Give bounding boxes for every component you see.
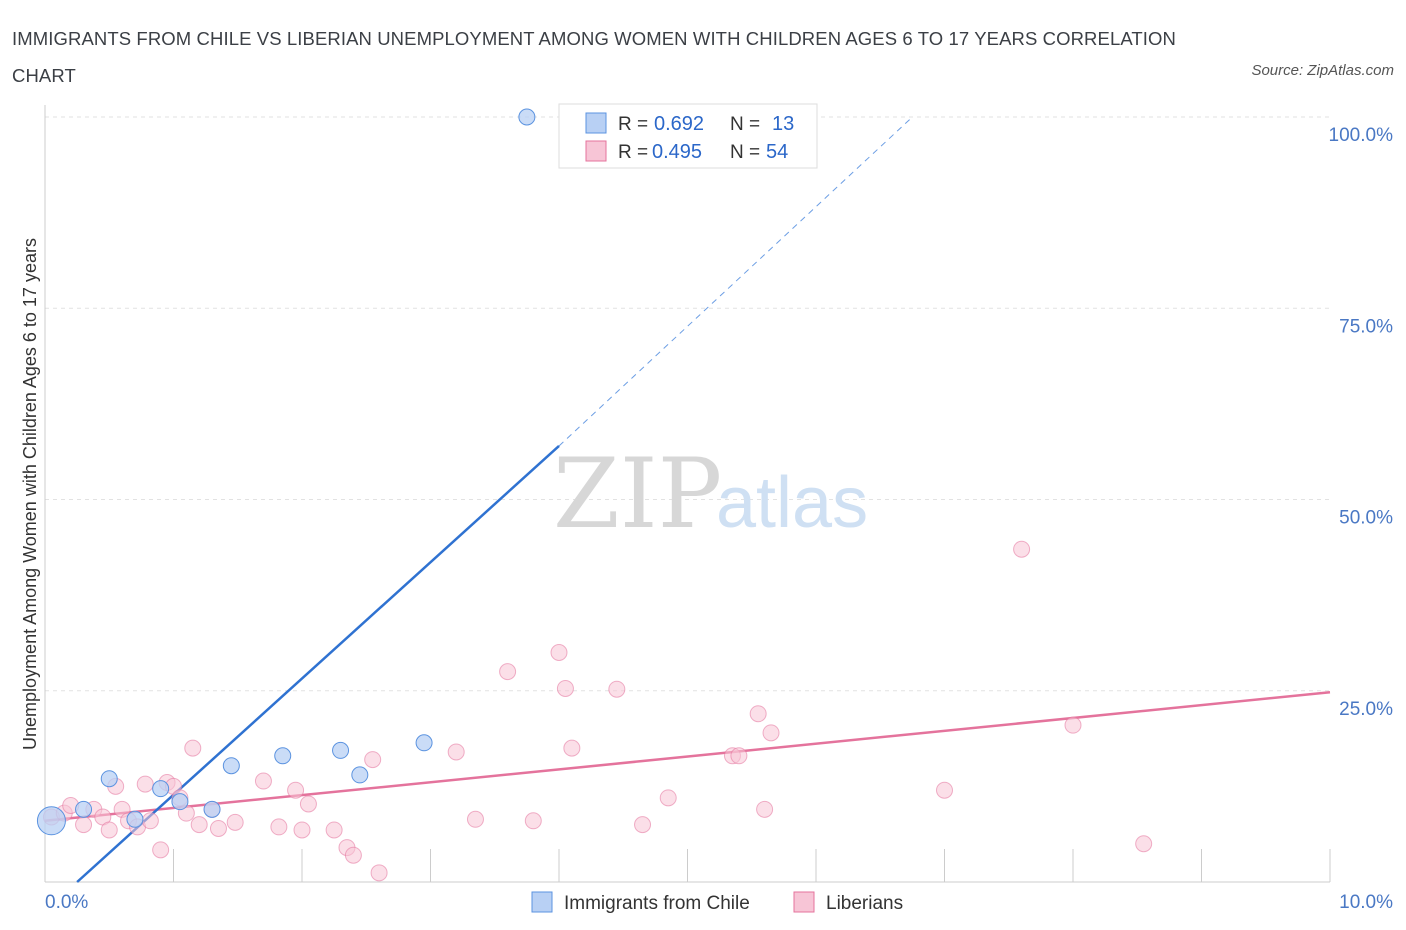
legend-top: R = 0.692 N = 13 R = 0.495 N = 54	[558, 103, 818, 169]
legend-chile-n-label: N =	[730, 114, 760, 135]
liberians-point	[370, 864, 388, 882]
legend-chile-r-label: R =	[618, 114, 648, 135]
chile-point	[332, 741, 350, 759]
chile-trend-line	[76, 445, 560, 883]
chile-point	[415, 734, 433, 752]
chile-point	[518, 108, 536, 126]
chile-point	[203, 800, 221, 818]
liberians-point	[466, 810, 484, 828]
x-tick-label-max: 10.0%	[1339, 892, 1393, 913]
liberians-point	[749, 705, 767, 723]
liberians-point	[254, 772, 272, 790]
chart-title: IMMIGRANTS FROM CHILE VS LIBERIAN UNEMPL…	[12, 28, 1177, 86]
liberians-point	[100, 821, 118, 839]
liberians-point	[1013, 540, 1031, 558]
legend-bottom: Immigrants from Chile Liberians	[531, 891, 903, 914]
grid-lines	[45, 116, 1330, 692]
legend-liberians-r-label: R =	[618, 142, 648, 163]
legend-liberians-n-value: 54	[766, 141, 788, 163]
y-tick-label: 100.0%	[1329, 125, 1394, 146]
legend-liberians-n-label: N =	[730, 142, 760, 163]
trend-lines	[44, 116, 1331, 883]
liberians-point	[136, 775, 154, 793]
liberians-point	[270, 818, 288, 836]
liberians-point	[141, 812, 159, 830]
liberians-point	[344, 846, 362, 864]
chile-point	[75, 800, 93, 818]
liberians-point	[209, 819, 227, 837]
chile-point	[126, 810, 144, 828]
liberians-point	[75, 816, 93, 834]
liberians-point	[293, 821, 311, 839]
liberians-point	[730, 747, 748, 765]
legend-chile-swatch	[585, 112, 607, 134]
liberians-point	[608, 680, 626, 698]
liberians-trend-line	[44, 691, 1331, 823]
watermark: ZIP atlas	[553, 438, 868, 550]
legend-bottom-chile-label: Immigrants from Chile	[564, 893, 750, 914]
y-tick-label: 75.0%	[1339, 316, 1393, 337]
liberians-point	[184, 739, 202, 757]
liberians-point	[563, 739, 581, 757]
legend-bottom-chile-swatch	[531, 891, 553, 913]
liberians-point	[1064, 716, 1082, 734]
legend-liberians-swatch	[585, 140, 607, 162]
liberians-point	[447, 743, 465, 761]
liberians-point	[556, 679, 574, 697]
watermark-zip: ZIP	[553, 438, 722, 550]
liberians-point	[524, 812, 542, 830]
tick-labels: 100.0% 75.0% 50.0% 25.0% 0.0% 10.0%	[45, 125, 1393, 913]
source-credit: Source: ZipAtlas.com	[1251, 62, 1394, 79]
chile-point	[36, 806, 66, 836]
legend-chile-r-value: 0.692	[654, 113, 704, 135]
chile-point	[222, 757, 240, 775]
liberians-point	[190, 816, 208, 834]
chile-point	[351, 766, 369, 784]
chile-point	[100, 770, 118, 788]
liberians-point	[762, 724, 780, 742]
watermark-atlas: atlas	[716, 463, 868, 543]
y-axis-title: Unemployment Among Women with Children A…	[20, 238, 40, 750]
chile-point	[171, 793, 189, 811]
liberians-point	[299, 795, 317, 813]
legend-liberians-r-value: 0.495	[652, 141, 702, 163]
liberians-point	[936, 781, 953, 799]
axes	[44, 105, 1331, 883]
chile-point	[152, 780, 170, 798]
liberians-point	[364, 751, 382, 769]
legend-bottom-liberians-label: Liberians	[826, 893, 903, 914]
liberians-point	[756, 800, 774, 818]
liberians-point	[287, 781, 305, 799]
data-points	[36, 108, 1153, 882]
legend-chile-n-value: 13	[772, 113, 794, 135]
legend-bottom-liberians-swatch	[793, 891, 815, 913]
liberians-point	[634, 816, 652, 834]
chile-point	[274, 747, 292, 765]
liberians-point	[659, 789, 677, 807]
y-tick-label: 25.0%	[1339, 699, 1393, 720]
liberians-point	[152, 841, 170, 859]
chile-trend-extension	[558, 116, 913, 447]
liberians-point	[1135, 835, 1153, 853]
liberians-point	[226, 813, 244, 831]
liberians-point	[325, 821, 343, 839]
liberians-point	[499, 663, 517, 681]
x-tick-label-min: 0.0%	[45, 892, 88, 913]
liberians-point	[550, 644, 568, 661]
y-tick-label: 50.0%	[1339, 508, 1393, 529]
